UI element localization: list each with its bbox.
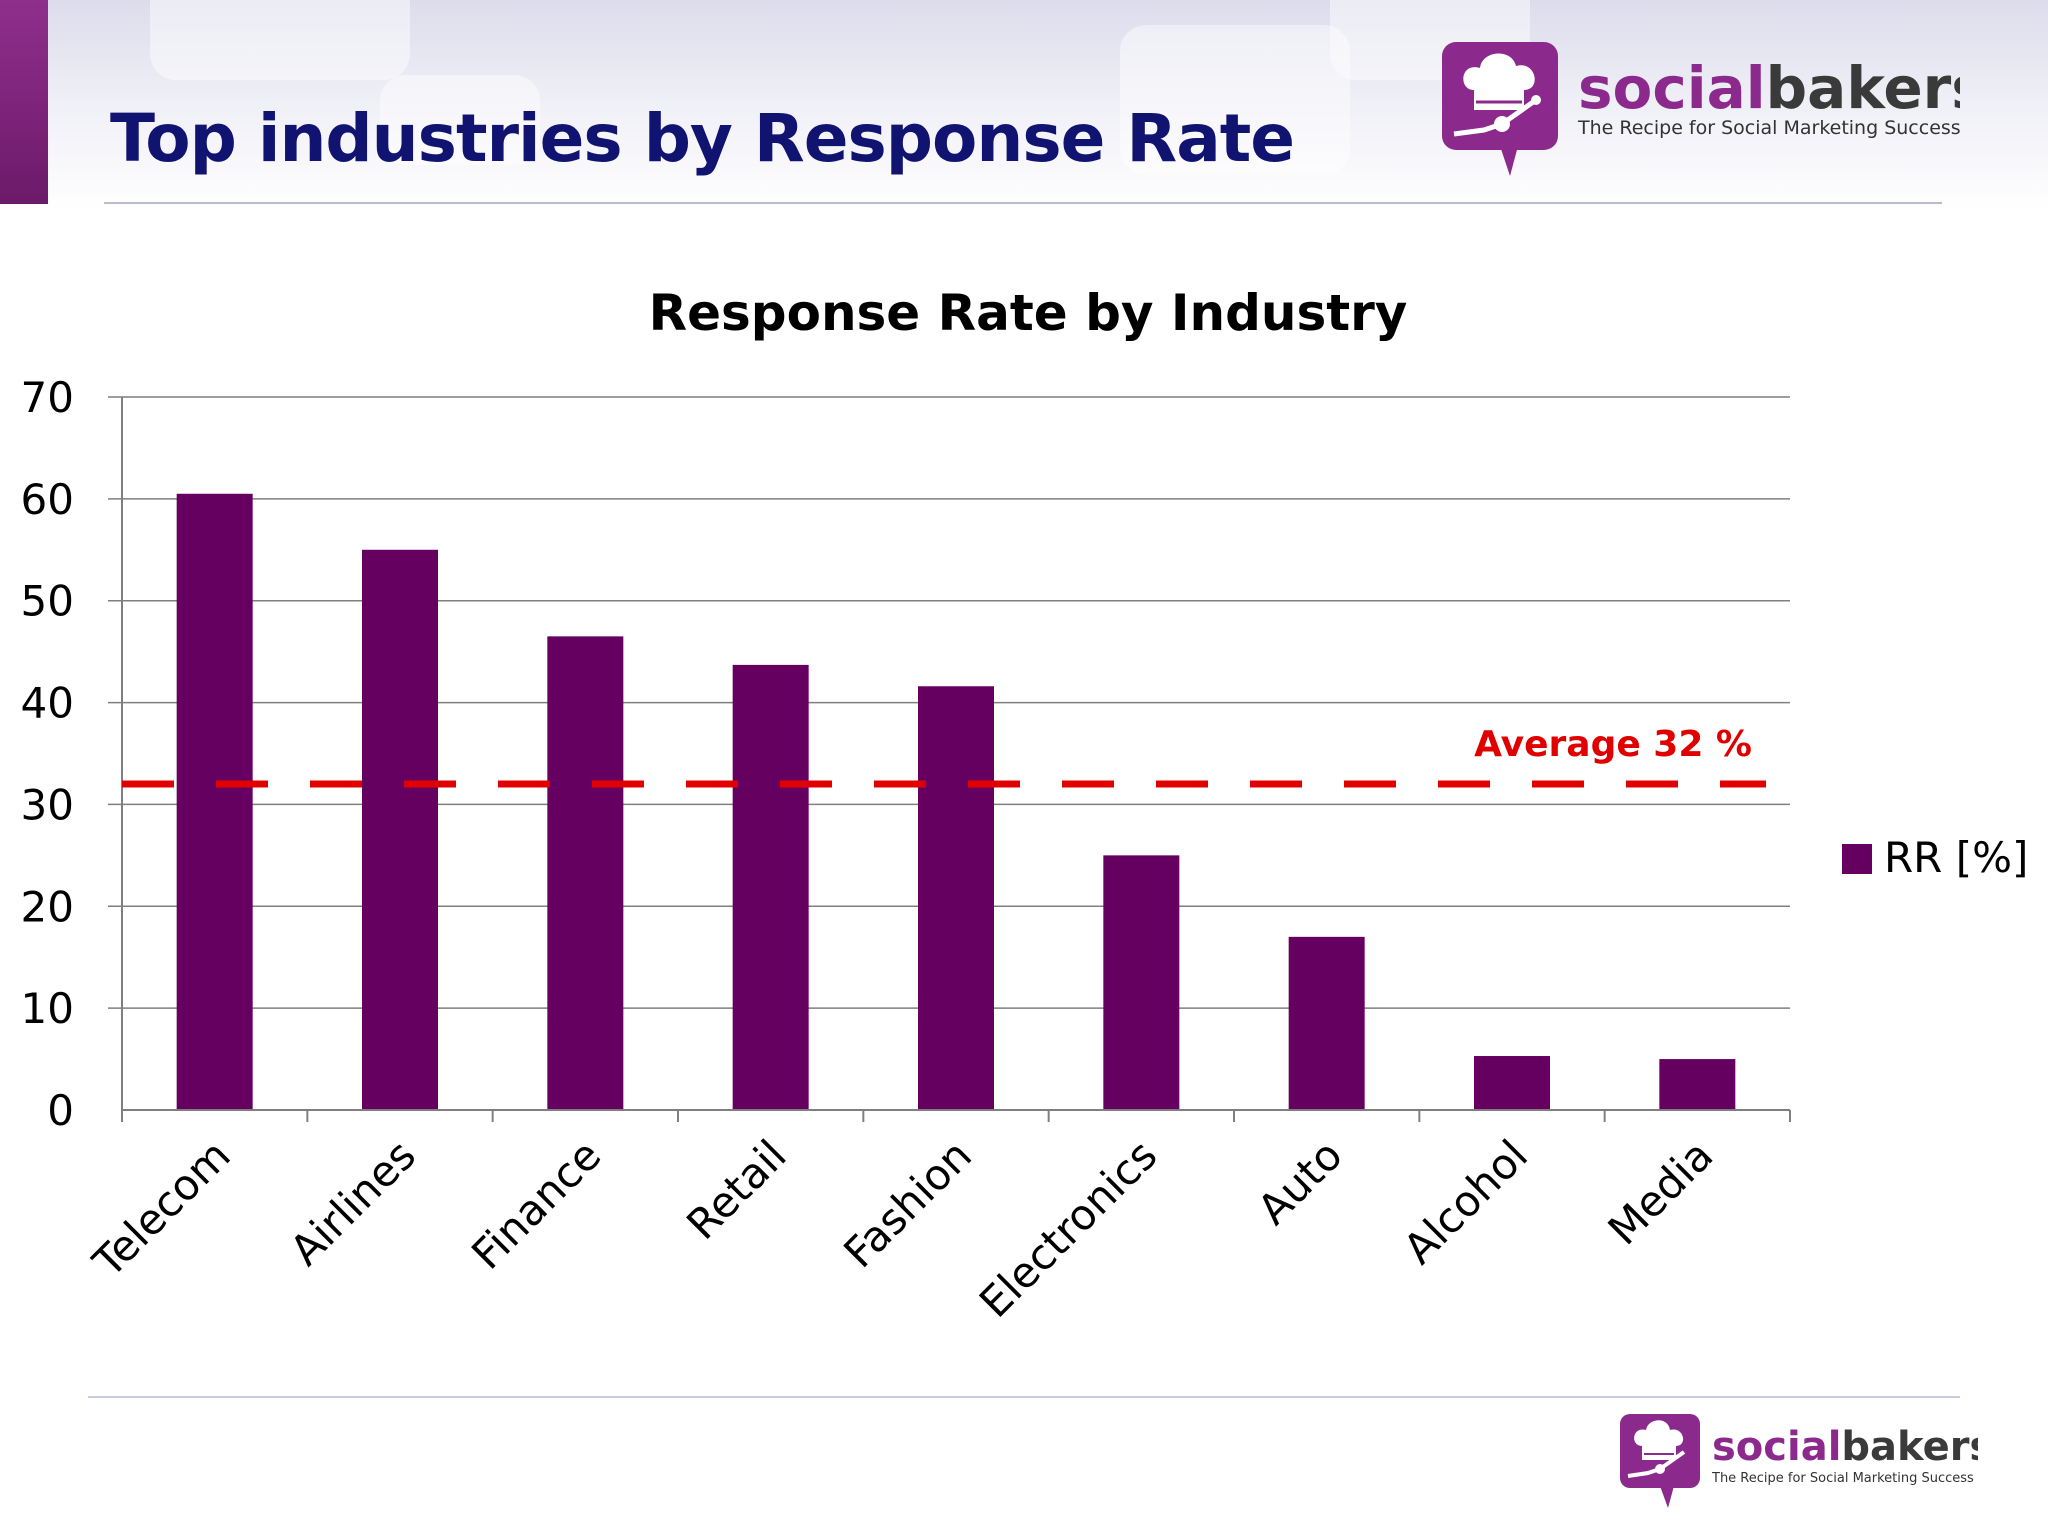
brand-name-part2: bakers	[1841, 1424, 1978, 1470]
y-tick-label: 20	[21, 882, 74, 931]
bar-alcohol	[1474, 1056, 1550, 1110]
header-background	[0, 0, 2048, 210]
average-label: Average 32 %	[1474, 724, 1752, 765]
y-tick-label: 50	[21, 577, 74, 626]
bar-media	[1659, 1059, 1736, 1110]
brand-name-part1: social	[1578, 54, 1766, 122]
bar-chart: Response Rate by Industry 0 10 20 30 40 50 60 7…	[21, 284, 2029, 1327]
x-tick-label: Media	[1599, 1130, 1723, 1254]
x-tick-label: Electronics	[970, 1130, 1167, 1327]
decorative-shape	[1120, 25, 1350, 175]
bar-fashion	[918, 686, 994, 1110]
bar-auto	[1288, 936, 1365, 1110]
bar-airlines	[362, 549, 438, 1110]
footer-divider	[88, 1396, 1960, 1398]
x-tick-label: Alcohol	[1394, 1130, 1537, 1273]
brand-logo-bottom: socialbakers The Recipe for Social Marke…	[1620, 1414, 1978, 1508]
decorative-shape	[380, 75, 540, 165]
brand-logo-top: socialbakers The Recipe for Social Marke…	[1442, 42, 1960, 176]
brand-name-part1: social	[1712, 1424, 1841, 1470]
y-tick-label: 60	[21, 475, 74, 524]
legend-swatch	[1842, 844, 1872, 874]
y-tick-label: 40	[21, 679, 74, 728]
brand-tagline: The Recipe for Social Marketing Success	[1711, 1471, 1974, 1486]
svg-text:socialbakers: socialbakers	[1578, 54, 1960, 122]
bar-finance	[547, 636, 624, 1110]
x-tick-label: Airlines	[281, 1130, 426, 1275]
brand-tagline: The Recipe for Social Marketing Success	[1577, 117, 1960, 139]
x-tick-label: Retail	[677, 1130, 796, 1249]
x-tick-label: Telecom	[83, 1130, 240, 1287]
chef-hat-icon	[1620, 1414, 1700, 1508]
bar-electronics	[1103, 855, 1180, 1110]
x-tick-label: Finance	[462, 1130, 610, 1278]
y-tick-label: 30	[21, 780, 74, 829]
y-tick-label: 10	[21, 984, 74, 1033]
accent-bar	[0, 0, 48, 204]
bar-telecom	[176, 493, 253, 1110]
svg-text:socialbakers: socialbakers	[1712, 1424, 1978, 1470]
page-title: Top industries by Response Rate	[110, 100, 1295, 177]
decorative-shape	[150, 0, 410, 80]
bar-retail	[732, 664, 809, 1110]
header-divider	[104, 202, 1942, 204]
chart-title: Response Rate by Industry	[649, 284, 1408, 342]
x-tick-label: Auto	[1248, 1130, 1352, 1234]
x-tick-label: Fashion	[834, 1130, 981, 1277]
legend-label: RR [%]	[1884, 833, 2028, 882]
chef-hat-icon	[1442, 42, 1558, 176]
y-tick-label: 70	[21, 373, 74, 422]
y-tick-label: 0	[47, 1086, 74, 1135]
brand-name-part2: bakers	[1766, 54, 1960, 122]
